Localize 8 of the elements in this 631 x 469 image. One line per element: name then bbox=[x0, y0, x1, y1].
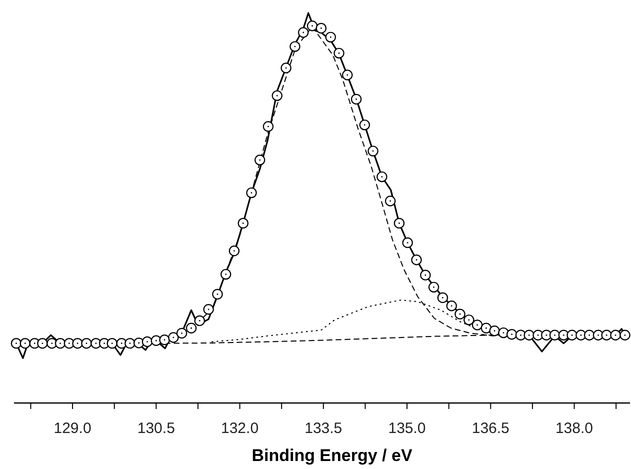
x-tick-label: 129.0 bbox=[54, 420, 92, 437]
x-tick-label: 130.5 bbox=[137, 420, 175, 437]
x-tick-label: 138.0 bbox=[555, 420, 594, 437]
x-tick-label: 132.0 bbox=[221, 420, 259, 437]
x-tick-label: 136.5 bbox=[472, 420, 510, 437]
x-tick-label: 135.0 bbox=[388, 420, 426, 437]
x-axis-title: Binding Energy / eV bbox=[252, 446, 413, 465]
x-tick-label: 133.5 bbox=[304, 420, 342, 437]
